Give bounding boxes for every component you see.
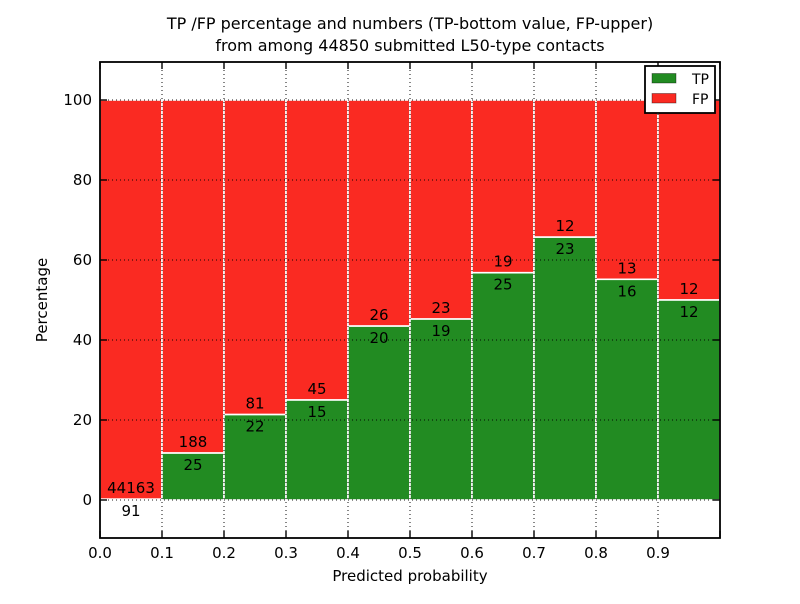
fp-count-label-7: 12 [555, 217, 574, 235]
bar-tp-8 [595, 278, 659, 501]
chart-title-line1: TP /FP percentage and numbers (TP-bottom… [166, 14, 653, 33]
legend: TP FP [644, 65, 716, 114]
x-axis-label: Predicted probability [332, 567, 487, 585]
fp-count-label-1: 188 [179, 433, 208, 451]
bar-tp-4 [347, 325, 411, 501]
bar-fp-3 [285, 99, 349, 401]
bar-fp-0 [99, 99, 163, 500]
bar-fp-8 [595, 99, 659, 281]
x-tick-label-0.9: 0.9 [646, 544, 670, 562]
y-tick-label-0: 0 [82, 491, 92, 509]
y-tick-label-80: 80 [73, 171, 92, 189]
legend-label-fp: FP [692, 92, 709, 108]
bar-fp-5 [409, 99, 473, 320]
tp-count-label-7: 23 [555, 240, 574, 258]
y-tick-label-20: 20 [73, 411, 92, 429]
bar-tp-3 [285, 399, 349, 501]
bar-fp-9 [657, 99, 721, 301]
bar-count-labels-layer: 44163 91 188 25 81 22 45 15 26 20 23 19 19 25 12 23 13 16… [107, 217, 698, 520]
bar-fp-4 [347, 99, 411, 327]
tp-count-label-4: 20 [369, 329, 388, 347]
fp-count-label-2: 81 [245, 395, 264, 413]
x-tick-label-0.8: 0.8 [584, 544, 608, 562]
tp-count-label-1: 25 [183, 456, 202, 474]
fp-count-label-6: 19 [493, 253, 512, 271]
bar-tp-6 [471, 271, 535, 501]
ticks-layer [99, 62, 721, 538]
fp-count-label-4: 26 [369, 306, 388, 324]
tp-count-label-3: 15 [307, 403, 326, 421]
bar-fp-2 [223, 99, 287, 416]
fp-count-label-8: 13 [617, 259, 636, 277]
y-axis-label: Percentage [33, 258, 51, 342]
fp-count-label-3: 45 [307, 380, 326, 398]
bar-tp-7 [533, 236, 597, 501]
fp-count-label-9: 12 [679, 280, 698, 298]
x-tick-label-0.7: 0.7 [522, 544, 546, 562]
x-tick-label-0.2: 0.2 [212, 544, 236, 562]
bars-layer [99, 99, 721, 501]
tick-labels-layer: 0.0 0.1 0.2 0.3 0.4 0.5 0.6 0.7 0.8 0.9 0 20 40 60 80 1… [63, 91, 670, 562]
bar-tp-9 [657, 299, 721, 501]
bar-fp-1 [161, 99, 225, 454]
chart-title-line2: from among 44850 submitted L50-type cont… [215, 36, 604, 55]
legend-swatch-fp [651, 93, 677, 104]
x-tick-label-0.0: 0.0 [88, 544, 112, 562]
x-tick-label-0.1: 0.1 [150, 544, 174, 562]
tp-count-label-8: 16 [617, 282, 636, 300]
grid-layer [100, 62, 720, 538]
legend-label-tp: TP [691, 72, 709, 88]
x-tick-label-0.6: 0.6 [460, 544, 484, 562]
y-tick-label-40: 40 [73, 331, 92, 349]
fp-count-label-0: 44163 [107, 479, 155, 497]
legend-swatch-tp [651, 73, 677, 84]
x-tick-label-0.3: 0.3 [274, 544, 298, 562]
x-tick-label-0.5: 0.5 [398, 544, 422, 562]
tp-count-label-0: 91 [121, 502, 140, 520]
y-tick-label-100: 100 [63, 91, 92, 109]
bar-fp-6 [471, 99, 535, 274]
fp-count-label-5: 23 [431, 299, 450, 317]
tp-count-label-9: 12 [679, 303, 698, 321]
x-tick-label-0.4: 0.4 [336, 544, 360, 562]
bar-tp-5 [409, 318, 473, 501]
y-tick-label-60: 60 [73, 251, 92, 269]
tp-count-label-6: 25 [493, 276, 512, 294]
bar-tp-2 [223, 413, 287, 501]
tp-count-label-2: 22 [245, 418, 264, 436]
tp-count-label-5: 19 [431, 322, 450, 340]
bar-fp-7 [533, 99, 597, 238]
